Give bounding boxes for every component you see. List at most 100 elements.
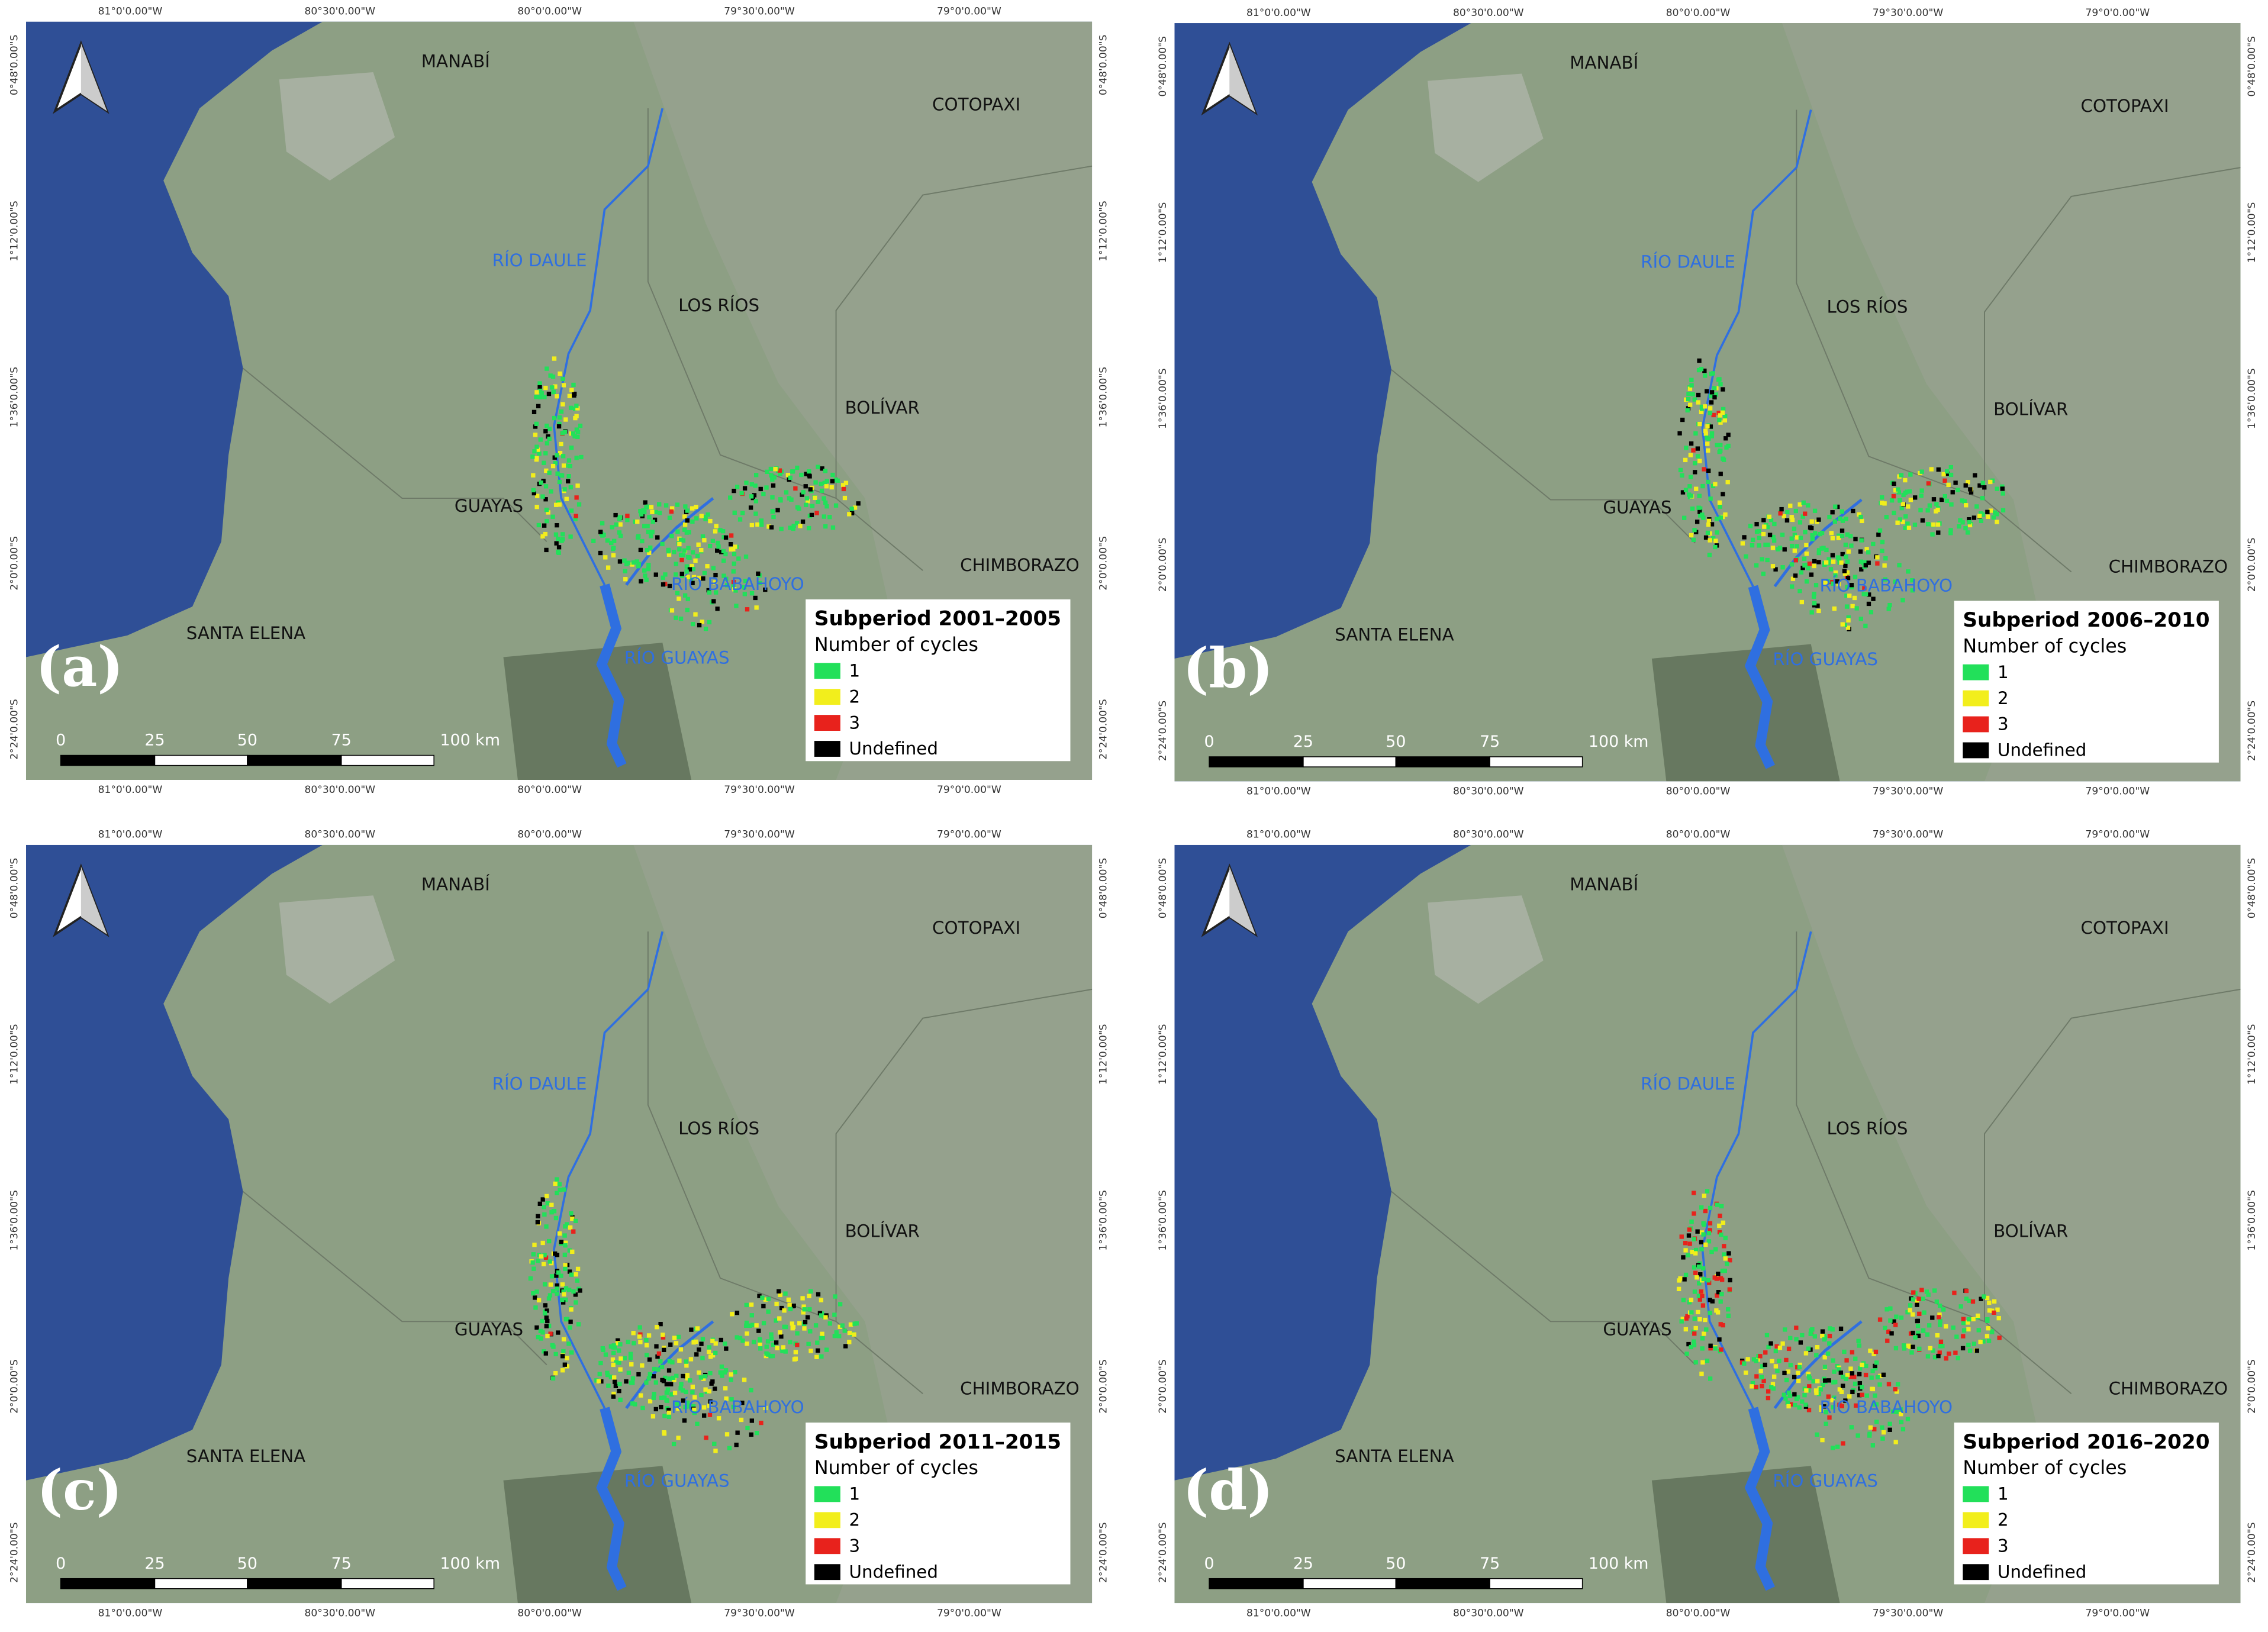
crop-pixel: [1793, 1402, 1797, 1408]
crop-pixel: [1967, 1317, 1971, 1322]
crop-pixel: [1692, 1316, 1697, 1321]
crop-pixel: [821, 496, 826, 501]
crop-pixel: [745, 607, 750, 612]
crop-pixel: [1938, 1323, 1942, 1327]
crop-pixel: [1891, 1409, 1896, 1414]
crop-pixel: [1689, 1297, 1694, 1302]
crop-pixel: [1930, 1315, 1935, 1320]
legend-swatch: [814, 715, 840, 731]
crop-pixel: [693, 612, 698, 617]
crop-pixel: [775, 508, 780, 512]
crop-pixel: [540, 534, 545, 539]
crop-pixel: [677, 547, 682, 552]
crop-pixel: [1847, 594, 1852, 598]
crop-pixel: [690, 550, 695, 555]
crop-pixel: [1845, 625, 1851, 630]
crop-pixel: [734, 1443, 739, 1447]
crop-pixel: [655, 1354, 660, 1359]
crop-pixel: [842, 495, 848, 501]
crop-pixel: [555, 523, 559, 528]
crop-pixel: [1850, 1371, 1855, 1376]
place-name: MANABÍ: [421, 50, 490, 71]
crop-pixel: [1900, 520, 1905, 524]
crop-pixel: [699, 514, 704, 518]
crop-pixel: [617, 559, 623, 564]
crop-pixel: [683, 504, 688, 509]
crop-pixel: [1703, 535, 1709, 540]
crop-pixel: [702, 515, 707, 520]
crop-pixel: [659, 1365, 665, 1369]
crop-pixel: [790, 1326, 795, 1331]
crop-pixel: [666, 1410, 671, 1415]
crop-pixel: [568, 485, 574, 490]
crop-pixel: [691, 575, 697, 579]
crop-pixel: [574, 495, 579, 500]
crop-pixel: [550, 514, 555, 519]
river-guayas: [596, 583, 627, 768]
crop-pixel: [1927, 503, 1932, 508]
crop-pixel: [1850, 1350, 1855, 1354]
crop-pixel: [1968, 487, 1973, 492]
crop-pixel: [1839, 560, 1844, 565]
crop-pixel: [569, 1211, 574, 1216]
crop-pixel: [798, 524, 803, 528]
crop-pixel: [534, 1325, 539, 1330]
crop-pixel: [1684, 397, 1689, 402]
crop-pixel: [1949, 502, 1954, 507]
crop-pixel: [552, 455, 557, 460]
crop-pixel: [1830, 1327, 1835, 1332]
crop-pixel: [547, 1293, 553, 1298]
crop-pixel: [1703, 1242, 1708, 1247]
crop-pixel: [737, 1336, 743, 1340]
lat-label: 1°36'0.00"S: [1098, 1190, 1110, 1250]
crop-pixel: [658, 1359, 663, 1364]
crop-pixel: [545, 1318, 550, 1324]
crop-pixel: [1950, 490, 1955, 495]
crop-pixel: [1726, 1251, 1731, 1256]
crop-pixel: [691, 1340, 696, 1345]
crop-pixel: [591, 538, 596, 543]
crop-pixel: [610, 525, 614, 530]
crop-pixel: [733, 544, 737, 549]
crop-pixel: [737, 517, 743, 522]
crop-pixel: [690, 519, 695, 524]
crop-pixel: [543, 497, 548, 502]
crop-pixel: [1758, 1354, 1763, 1359]
crop-pixel: [562, 1187, 566, 1192]
crop-pixel: [1961, 1321, 1966, 1325]
crop-pixel: [534, 494, 540, 498]
crop-pixel: [803, 484, 808, 489]
legend-title: Subperiod 2016–2020: [1963, 1430, 2209, 1454]
crop-pixel: [1770, 564, 1776, 569]
river-name: RÍO GUAYAS: [1773, 1470, 1878, 1491]
crop-pixel: [1828, 567, 1834, 572]
crop-pixel: [642, 568, 647, 573]
crop-pixel: [1957, 524, 1961, 529]
crop-pixel: [1792, 548, 1797, 553]
crop-pixel: [1868, 609, 1874, 615]
scale-segment: [1303, 1578, 1397, 1589]
crop-pixel: [543, 1303, 548, 1308]
crop-pixel: [559, 1273, 563, 1278]
crop-pixel: [1808, 1331, 1813, 1336]
crop-pixel: [617, 1360, 621, 1365]
highlands: [633, 844, 1093, 1604]
crop-pixel: [1789, 536, 1794, 541]
crop-pixel: [1847, 1394, 1852, 1399]
crop-pixel: [1980, 512, 1985, 517]
crop-pixel: [675, 1401, 679, 1406]
crop-pixel: [1679, 1234, 1684, 1239]
crop-pixel: [1713, 1346, 1718, 1351]
crop-pixel: [1757, 529, 1761, 534]
crop-pixel: [689, 1327, 694, 1332]
crop-pixel: [703, 627, 708, 631]
crop-pixel: [640, 1405, 645, 1411]
crop-pixel: [679, 572, 684, 576]
crop-pixel: [1700, 1360, 1705, 1365]
crop-pixel: [1678, 467, 1683, 473]
crop-pixel: [816, 1292, 821, 1297]
crop-pixel: [804, 472, 808, 476]
crop-pixel: [563, 1297, 568, 1302]
lat-label: 1°12'0.00"S: [1157, 1024, 1169, 1084]
